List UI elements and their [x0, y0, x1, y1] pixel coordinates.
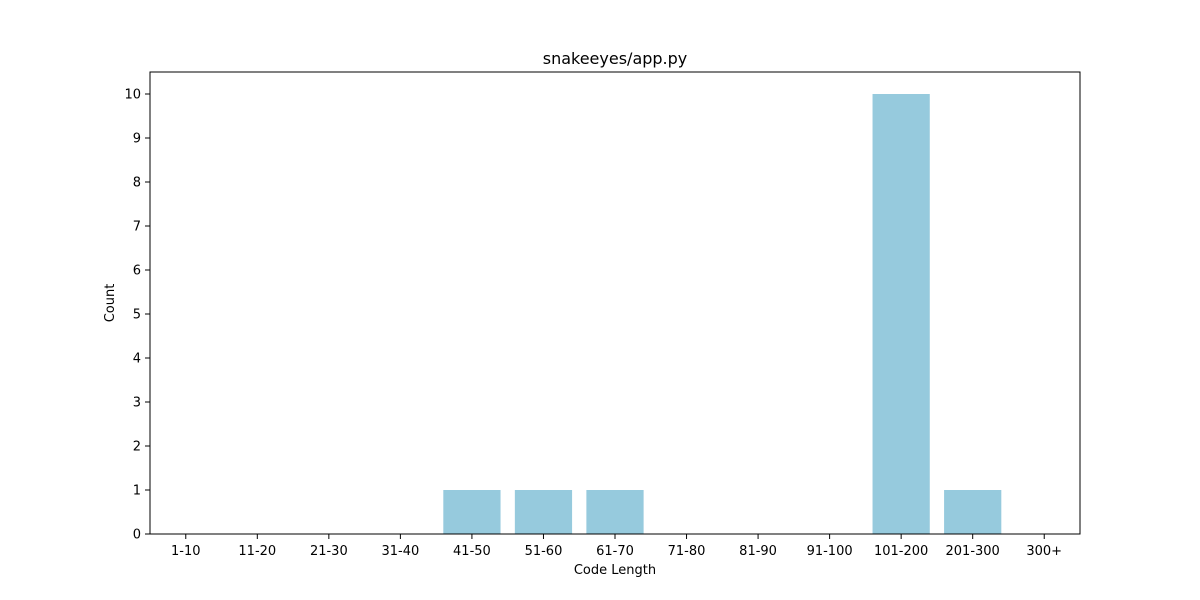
x-tick-label: 300+ [1026, 544, 1062, 559]
x-tick-label: 101-200 [874, 544, 928, 559]
x-tick-label: 41-50 [453, 544, 491, 559]
bar [514, 490, 573, 534]
y-tick-label: 6 [133, 264, 141, 279]
y-tick-label: 0 [133, 528, 141, 543]
x-tick-label: 51-60 [525, 544, 563, 559]
x-tick-label: 201-300 [946, 544, 1000, 559]
y-tick-label: 7 [133, 220, 141, 235]
x-tick-label: 11-20 [238, 544, 276, 559]
x-tick-label: 71-80 [668, 544, 706, 559]
x-tick-label: 91-100 [807, 544, 853, 559]
x-tick-label: 81-90 [739, 544, 777, 559]
x-tick-label: 21-30 [310, 544, 348, 559]
bars-group [443, 94, 1002, 534]
y-tick-label: 4 [133, 352, 141, 367]
bar [872, 94, 930, 534]
chart-title: snakeeyes/app.py [543, 49, 688, 68]
plot-frame [149, 71, 1081, 535]
bar [944, 490, 1002, 534]
y-tick-label: 8 [133, 176, 141, 191]
y-tick-label: 5 [133, 308, 141, 323]
y-tick-label: 2 [133, 440, 141, 455]
y-tick-label: 10 [124, 88, 141, 103]
x-axis: 1-10 11-20 21-30 31-40 41-50 51-60 61-70 71-80 8… [171, 534, 1062, 559]
bar [443, 490, 501, 534]
y-tick-label: 3 [133, 396, 141, 411]
plot-area [150, 72, 1080, 534]
y-tick-label: 9 [133, 132, 141, 147]
bar [586, 490, 644, 534]
x-axis-label: Code Length [574, 563, 656, 578]
y-axis: 0 1 2 3 4 5 6 7 8 9 10 [124, 88, 150, 543]
x-tick-label: 61-70 [596, 544, 634, 559]
x-tick-label: 31-40 [381, 544, 419, 559]
y-axis-label: Count [103, 284, 118, 323]
x-tick-label: 1-10 [171, 544, 201, 559]
y-tick-label: 1 [133, 484, 141, 499]
